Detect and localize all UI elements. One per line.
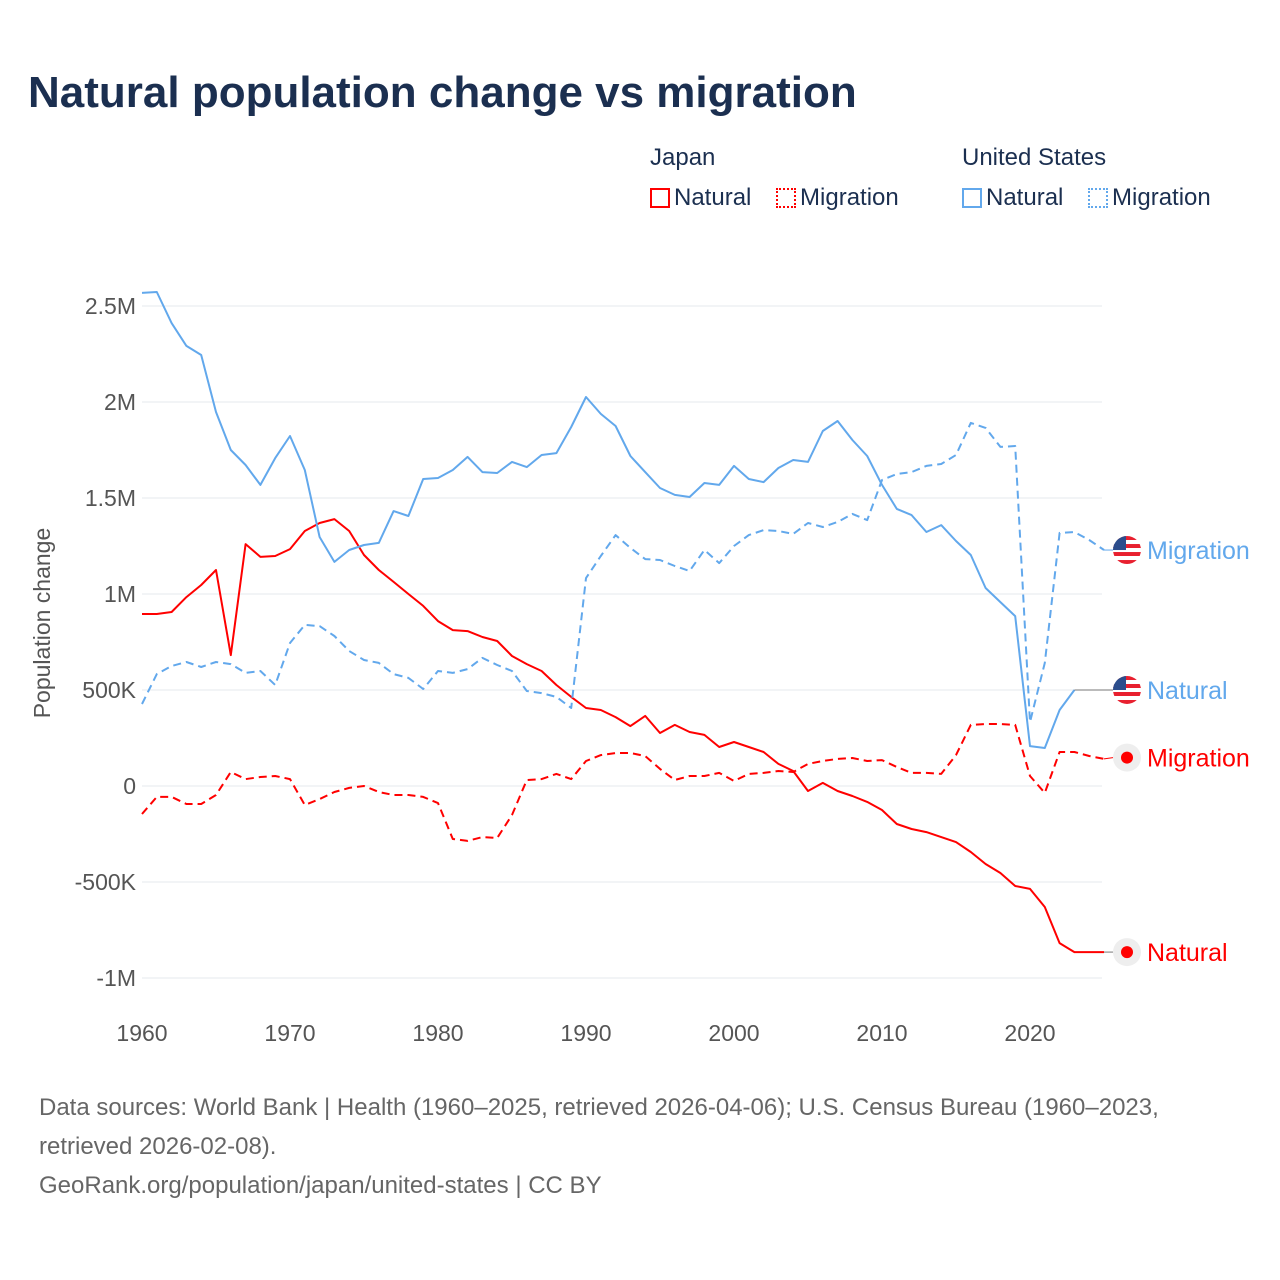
- legend-swatch-dotted: [776, 188, 797, 208]
- legend-group-title: United States: [962, 144, 1107, 171]
- series-line-united-states-migration: [141, 421, 1105, 724]
- legend-item-us-migration[interactable]: Migration: [1088, 184, 1211, 212]
- legend-swatch-solid: [650, 188, 670, 208]
- legend-label: Natural: [674, 184, 752, 211]
- legend-swatch-dotted: [1088, 188, 1109, 208]
- x-tick-label: 2000: [708, 1020, 759, 1046]
- series-end-label: Migration: [1147, 745, 1250, 773]
- us-flag-icon: [1113, 676, 1141, 704]
- x-tick-label: 2010: [856, 1020, 907, 1046]
- legend-label: Natural: [986, 184, 1064, 211]
- label-leader-line: [1103, 757, 1114, 760]
- japan-flag-icon: [1121, 946, 1133, 959]
- x-tick-label: 1980: [412, 1020, 463, 1046]
- x-tick-label: 1990: [560, 1020, 611, 1046]
- legend-label: Migration: [800, 184, 899, 211]
- legend-item-japan-migration[interactable]: Migration: [776, 184, 899, 212]
- series-end-label: Natural: [1147, 939, 1228, 967]
- legend-group-title: Japan: [650, 144, 716, 171]
- series-line-united-states-natural: [141, 291, 1076, 749]
- chart-footer: Data sources: World Bank | Health (1960–…: [39, 1088, 1249, 1205]
- credit-link[interactable]: GeoRank.org/population/japan/united-stat…: [39, 1172, 602, 1199]
- y-tick-label: 1M: [104, 581, 136, 607]
- y-tick-label: 2M: [104, 389, 136, 415]
- legend-item-japan-natural[interactable]: Natural: [650, 184, 751, 212]
- legend-swatch-solid: [962, 188, 982, 208]
- us-flag-icon: [1113, 536, 1141, 565]
- japan-flag-icon: [1121, 751, 1133, 764]
- series-line-japan-natural: [142, 518, 1104, 954]
- data-sources: Data sources: World Bank | Health (1960–…: [39, 1094, 1159, 1160]
- x-tick-label: 2020: [1004, 1020, 1055, 1046]
- legend-group-japan: Japan Natural Migration: [650, 144, 917, 215]
- y-axis-title: Population change: [29, 528, 55, 719]
- y-tick-label: -1M: [96, 965, 136, 991]
- y-tick-label: 0: [123, 773, 136, 799]
- x-tick-label: 1970: [264, 1020, 315, 1046]
- series-end-label: Migration: [1147, 537, 1250, 565]
- legend-item-us-natural[interactable]: Natural: [962, 184, 1063, 212]
- x-tick-label: 1960: [116, 1020, 167, 1046]
- y-tick-label: 500K: [82, 677, 136, 703]
- legend-label: Migration: [1112, 184, 1211, 211]
- y-tick-label: 1.5M: [85, 485, 136, 511]
- series-line-japan-migration: [141, 723, 1105, 842]
- y-tick-label: -500K: [75, 869, 137, 895]
- y-tick-label: 2.5M: [85, 293, 136, 319]
- chart-title: Natural population change vs migration: [28, 68, 857, 117]
- legend-group-united-states: United States Natural Migration: [962, 144, 1229, 215]
- series-end-label: Natural: [1147, 677, 1228, 705]
